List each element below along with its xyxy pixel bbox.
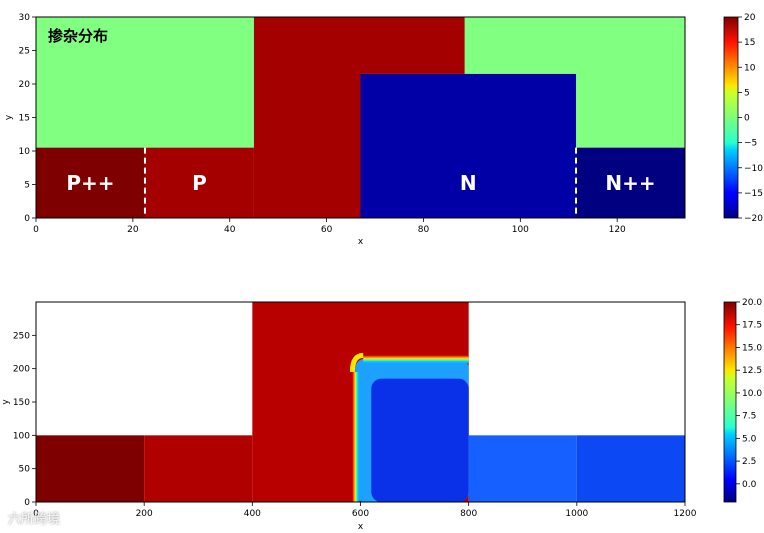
colorbar-tick-label: 17.5 bbox=[742, 321, 762, 331]
junction-dashed-lines bbox=[143, 147, 578, 218]
field-regions bbox=[36, 302, 685, 502]
y-tick-label: 100 bbox=[13, 431, 30, 441]
colorbar-tick-label: 15.0 bbox=[742, 343, 762, 353]
colorbar-tick-label: 0 bbox=[744, 114, 750, 124]
y-axis-ticks: 0 50 100 150 200 250 bbox=[13, 331, 36, 508]
depletion-edge-horizontal bbox=[363, 355, 469, 364]
x-tick-label: 0 bbox=[33, 225, 39, 235]
x-tick-label: 200 bbox=[136, 509, 153, 519]
doping-region-7 bbox=[576, 147, 685, 218]
x-axis-label: x bbox=[358, 237, 364, 247]
doping-region-2 bbox=[36, 147, 145, 218]
field-region-6 bbox=[576, 435, 685, 502]
x-tick-label: 80 bbox=[418, 225, 430, 235]
colorbar bbox=[723, 301, 737, 503]
doping-region-6 bbox=[360, 73, 577, 218]
y-tick-label: 0 bbox=[24, 214, 30, 224]
x-tick-label: 60 bbox=[321, 225, 333, 235]
doping-region-0 bbox=[36, 17, 254, 148]
y-tick-label: 10 bbox=[19, 147, 31, 157]
colorbar-tick-label: 7.5 bbox=[742, 412, 756, 422]
colorbar-tick-label: 10.0 bbox=[742, 389, 762, 399]
colorbar-tick-label: 20.0 bbox=[742, 298, 762, 308]
colorbar-tick-label: −10 bbox=[744, 164, 763, 174]
x-axis-label: x bbox=[358, 522, 364, 532]
y-tick-label: 5 bbox=[24, 181, 30, 191]
y-tick-label: 20 bbox=[19, 80, 31, 90]
colorbar-tick-label: 20 bbox=[744, 13, 756, 23]
x-axis-ticks: 0 200 400 600 800 1000 1200 bbox=[33, 502, 697, 519]
region-label-nplusplus: N++ bbox=[605, 171, 655, 195]
x-tick-label: 120 bbox=[609, 225, 626, 235]
chart-title: 掺杂分布 bbox=[48, 27, 108, 45]
colorbar-tick-label: 12.5 bbox=[742, 366, 762, 376]
y-axis-ticks: 0 5 10 15 20 25 30 bbox=[19, 13, 36, 224]
colorbar-tick-label: 2.5 bbox=[742, 457, 756, 467]
doping-region-5 bbox=[360, 17, 465, 74]
x-tick-label: 400 bbox=[244, 509, 261, 519]
region-labels: P++ P N N++ bbox=[66, 171, 655, 195]
y-axis-label: y bbox=[4, 114, 14, 120]
doping-regions bbox=[36, 17, 685, 218]
colorbar-tick-label: −5 bbox=[744, 139, 757, 149]
x-tick-label: 600 bbox=[352, 509, 369, 519]
x-tick-label: 20 bbox=[127, 225, 139, 235]
doping-heatmap-panel: P++ P N N++ 掺杂分布 0 20 40 60 80 100 120 0510152025… bbox=[4, 13, 763, 247]
y-tick-label: 200 bbox=[13, 365, 30, 375]
field-region-0 bbox=[36, 435, 145, 502]
y-axis-label: y bbox=[1, 399, 11, 405]
y-tick-label: 25 bbox=[19, 47, 30, 57]
y-tick-label: 0 bbox=[24, 498, 30, 508]
depletion-edge bbox=[349, 352, 469, 502]
region-label-n: N bbox=[460, 171, 477, 195]
depletion-edge-vertical bbox=[352, 372, 360, 502]
y-tick-label: 150 bbox=[13, 398, 30, 408]
colorbar-tick-label: 5.0 bbox=[742, 434, 757, 444]
watermark: 六所跨境 bbox=[8, 512, 61, 527]
depletion-edge-corner bbox=[349, 352, 364, 373]
y-tick-label: 250 bbox=[13, 331, 30, 341]
colorbar bbox=[723, 16, 739, 219]
colorbar-tick-label: −15 bbox=[744, 189, 763, 199]
colorbar-ticks: 20 15 10 5 0 −5 −10 −15 −20 bbox=[738, 13, 763, 224]
x-axis-ticks: 0 20 40 60 80 100 120 bbox=[33, 218, 626, 235]
field-region-1 bbox=[144, 435, 253, 502]
region-label-p: P bbox=[192, 171, 207, 195]
colorbar-tick-label: −20 bbox=[744, 214, 763, 224]
x-tick-label: 800 bbox=[460, 509, 477, 519]
field-region-4 bbox=[371, 378, 469, 502]
doping-region-4 bbox=[253, 17, 361, 218]
x-tick-label: 0 bbox=[33, 509, 39, 519]
x-tick-label: 1000 bbox=[565, 509, 588, 519]
x-tick-label: 40 bbox=[224, 225, 236, 235]
colorbar-tick-label: 10 bbox=[744, 63, 756, 73]
colorbar-ticks: 20.0 17.5 15.0 12.5 10.0 7.5 5.0 2.5 0.0 bbox=[736, 298, 762, 490]
x-tick-label: 100 bbox=[512, 225, 529, 235]
y-tick-label: 30 bbox=[19, 13, 31, 23]
doping-region-3 bbox=[144, 147, 254, 218]
region-label-pplusplus: P++ bbox=[66, 171, 114, 195]
colorbar-tick-label: 0.0 bbox=[742, 480, 757, 490]
y-tick-label: 15 bbox=[19, 114, 30, 124]
colorbar-tick-label: 5 bbox=[744, 88, 750, 98]
colorbar-tick-label: 15 bbox=[744, 38, 755, 48]
y-tick-label: 50 bbox=[19, 465, 31, 475]
field-region-5 bbox=[468, 435, 577, 502]
x-tick-label: 1200 bbox=[674, 509, 697, 519]
